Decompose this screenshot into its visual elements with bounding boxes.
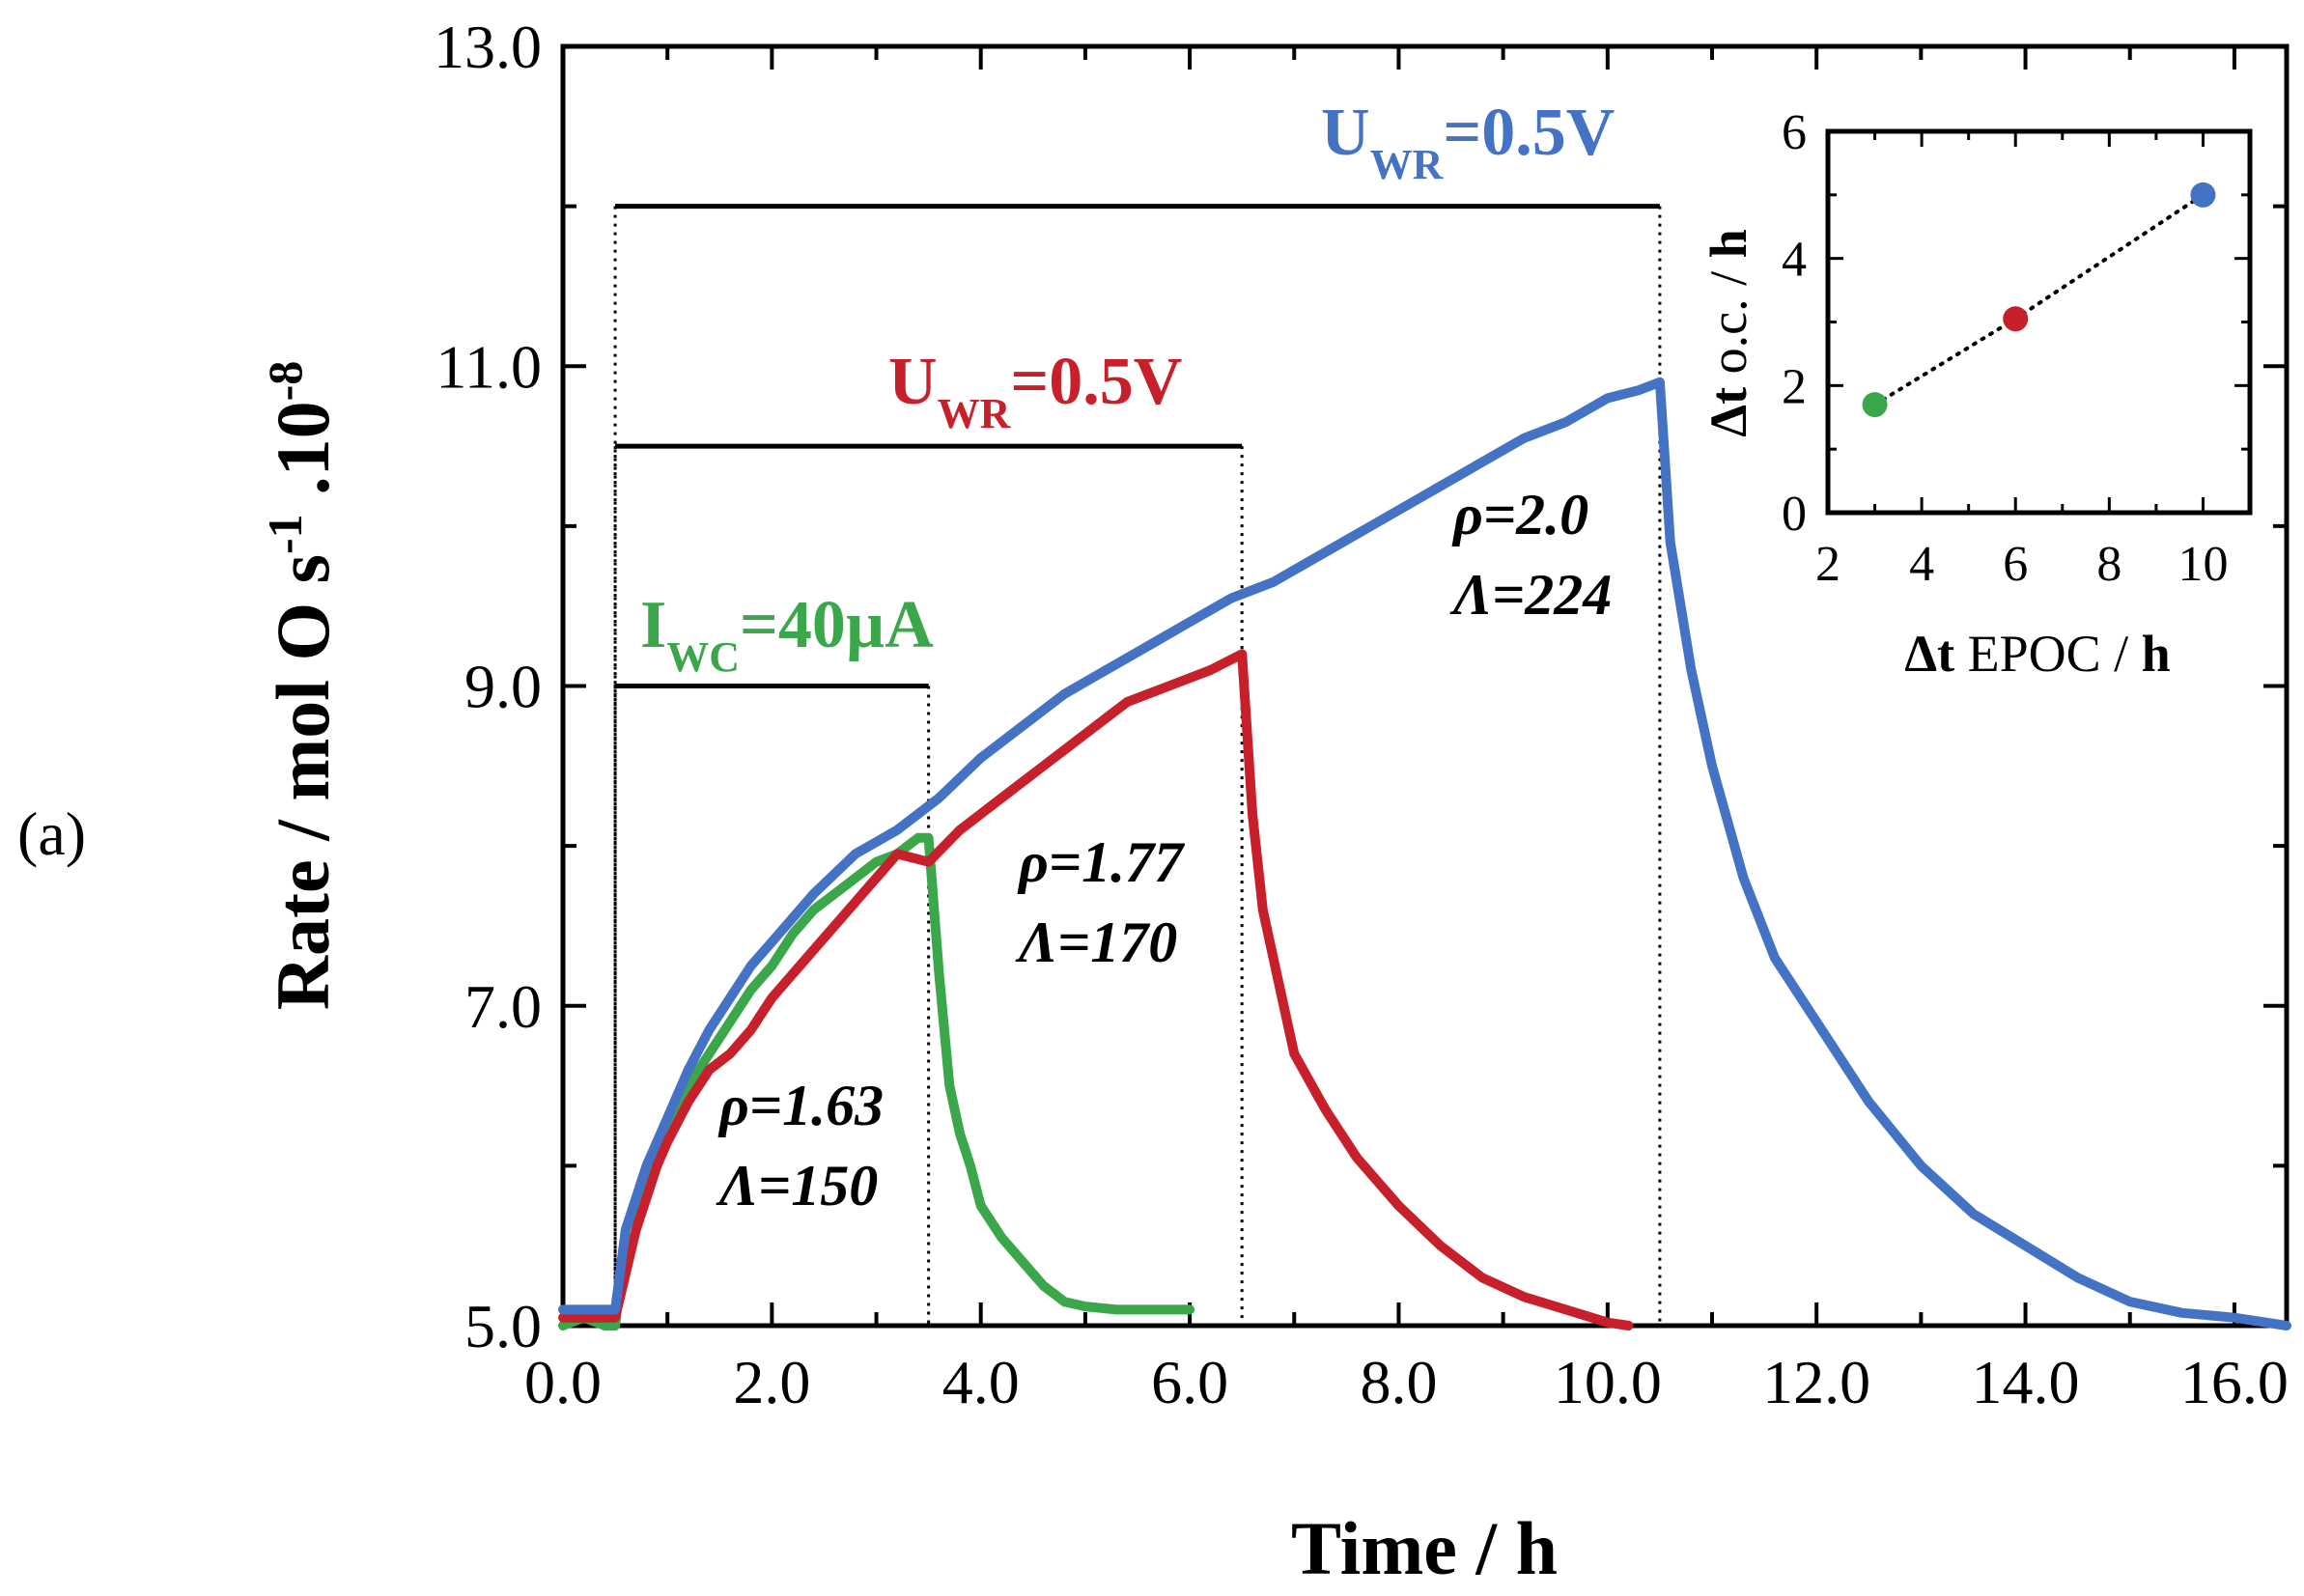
x-tick-label: 10.0 [1554, 1348, 1662, 1416]
inset-x-tick-label: 4 [1909, 537, 1934, 592]
series-label-green: IWC=40µA [640, 588, 934, 681]
y-tick-label: 11.0 [436, 332, 542, 401]
y-tick-label: 7.0 [464, 972, 542, 1041]
inset-x-tick-label: 6 [2003, 537, 2028, 592]
annotation-lambda-1: Λ=150 [716, 1154, 878, 1218]
inset-y-tick-label: 2 [1782, 359, 1807, 414]
series-label-blue: UWR=0.5V [1321, 96, 1615, 188]
inset-y-axis-title: Δt o.c. / h [1700, 229, 1757, 436]
x-tick-label: 0.0 [524, 1348, 602, 1416]
annotation-lambda-2: Λ=170 [1015, 910, 1177, 974]
x-tick-label: 4.0 [942, 1348, 1020, 1416]
inset-point-2 [2190, 182, 2216, 208]
annotation-rho-1: ρ=1.63 [717, 1074, 884, 1137]
data-series [558, 377, 2291, 1330]
x-axis-title: Time / h [1291, 1506, 1558, 1590]
x-tick-label: 14.0 [1972, 1348, 2080, 1416]
series-line-red [558, 649, 1634, 1330]
series-label-red: UWR=0.5V [888, 345, 1182, 437]
annotation-lambda-3: Λ=224 [1449, 563, 1612, 627]
annotation-rho-2: ρ=1.77 [1017, 830, 1185, 894]
inset-plot-frame [1825, 128, 2253, 516]
panel-label: (a) [17, 799, 86, 868]
inset-x-tick-label: 8 [2096, 537, 2121, 592]
x-tick-label: 2.0 [733, 1348, 810, 1416]
x-tick-label: 8.0 [1360, 1348, 1437, 1416]
inset-data [1862, 182, 2216, 418]
inset-point-0 [1862, 392, 1888, 418]
bracket-lines [613, 204, 1662, 1326]
y-tick-label: 13.0 [434, 13, 542, 81]
series-line-blue [558, 377, 2291, 1330]
main-axis-ticks: 0.0 2.0 4.0 6.0 8.0 10.0 12.0 14.0 16.0 5.0 7.0 9.0… [434, 13, 2289, 1416]
inset-x-axis-title: Δt EPOC / h [1904, 625, 2170, 683]
y-tick-label: 5.0 [464, 1292, 542, 1360]
x-tick-label: 16.0 [2180, 1348, 2289, 1416]
inset-x-tick-label: 2 [1815, 537, 1840, 592]
inset-y-tick-label: 0 [1782, 487, 1807, 542]
y-axis-title: Rate / mol O s-1 .10-8 [258, 361, 345, 1011]
inset-x-tick-label: 10 [2178, 537, 2228, 592]
x-tick-label: 6.0 [1151, 1348, 1228, 1416]
y-tick-label: 9.0 [464, 653, 542, 721]
x-tick-label: 12.0 [1762, 1348, 1870, 1416]
annotation-rho-3: ρ=2.0 [1451, 483, 1588, 546]
inset-y-tick-label: 4 [1782, 233, 1807, 288]
inset-point-1 [2003, 306, 2029, 332]
inset-y-tick-label: 6 [1782, 105, 1807, 160]
